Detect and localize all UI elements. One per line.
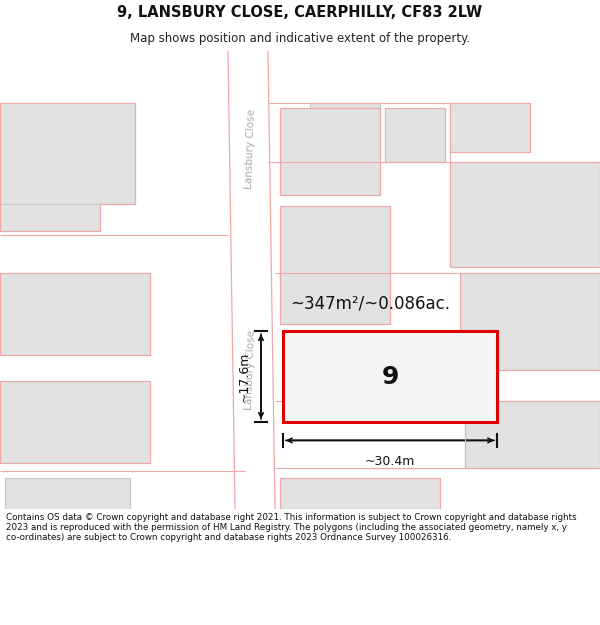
Text: ~17.6m: ~17.6m [238, 351, 251, 402]
Bar [280, 479, 440, 509]
Text: Lansbury Close: Lansbury Close [244, 330, 256, 411]
Polygon shape [228, 51, 275, 509]
Bar [280, 206, 390, 324]
Bar [0, 381, 150, 463]
Text: 9, LANSBURY CLOSE, CAERPHILLY, CF83 2LW: 9, LANSBURY CLOSE, CAERPHILLY, CF83 2LW [118, 5, 482, 20]
Bar [0, 204, 100, 231]
Text: ~30.4m: ~30.4m [365, 455, 415, 468]
Bar [283, 331, 497, 422]
Bar [385, 108, 445, 162]
Bar [310, 102, 380, 108]
Bar [465, 401, 600, 468]
Text: 9: 9 [382, 364, 398, 389]
Text: Lansbury Close: Lansbury Close [244, 109, 256, 189]
Bar [450, 102, 530, 152]
Bar [5, 479, 130, 509]
Bar [280, 108, 380, 196]
Text: Map shows position and indicative extent of the property.: Map shows position and indicative extent… [130, 32, 470, 45]
Bar [460, 272, 600, 371]
Bar [450, 162, 600, 268]
Text: Contains OS data © Crown copyright and database right 2021. This information is : Contains OS data © Crown copyright and d… [6, 512, 577, 542]
Text: ~347m²/~0.086ac.: ~347m²/~0.086ac. [290, 294, 450, 312]
Bar [0, 102, 135, 204]
Bar [0, 272, 150, 355]
